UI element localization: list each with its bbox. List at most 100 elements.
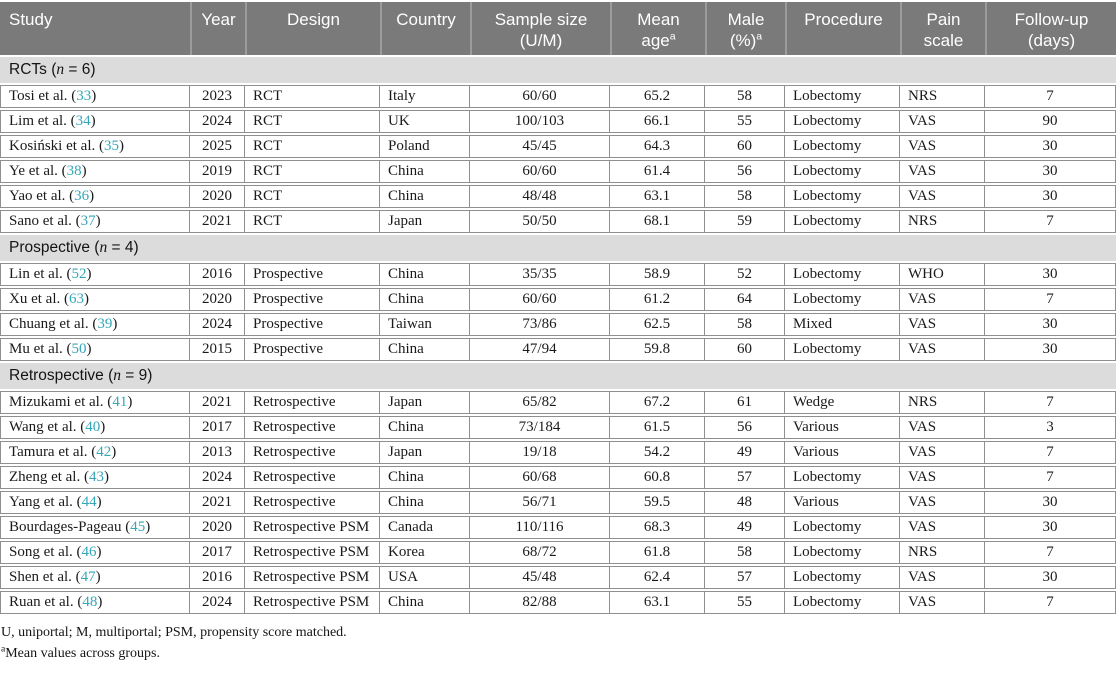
design-cell: Prospective — [245, 338, 380, 361]
follow-up-cell: 7 — [985, 466, 1116, 489]
citation-ref[interactable]: 45 — [130, 519, 146, 535]
citation-ref[interactable]: 34 — [75, 113, 91, 129]
mean-age-cell: 63.1 — [610, 185, 705, 208]
study-cell: Ruan et al. (48) — [0, 591, 190, 614]
design-cell: Retrospective — [245, 491, 380, 514]
follow-up-cell: 7 — [985, 85, 1116, 108]
mean-age-cell: 61.4 — [610, 160, 705, 183]
country-cell: Japan — [380, 391, 470, 414]
table-row: Shen et al. (47) 2016 Retrospective PSM USA… — [0, 566, 1116, 589]
table-row: Tosi et al. (33) 2023 RCT Italy 60/60 65.2 58 L… — [0, 85, 1116, 108]
study-cell: Yao et al. (36) — [0, 185, 190, 208]
design-cell: Prospective — [245, 288, 380, 311]
country-cell: Korea — [380, 541, 470, 564]
sample-size-cell: 45/45 — [470, 135, 610, 158]
citation-ref[interactable]: 43 — [88, 469, 104, 485]
study-cell: Xu et al. (63) — [0, 288, 190, 311]
citation-ref[interactable]: 40 — [85, 419, 101, 435]
study-cell: Wang et al. (40) — [0, 416, 190, 439]
citation-ref[interactable]: 50 — [71, 341, 87, 357]
study-cell: Tosi et al. (33) — [0, 85, 190, 108]
mean-age-cell: 59.8 — [610, 338, 705, 361]
mean-age-cell: 64.3 — [610, 135, 705, 158]
design-cell: Retrospective PSM — [245, 516, 380, 539]
year-cell: 2024 — [190, 110, 245, 133]
procedure-cell: Lobectomy — [785, 566, 900, 589]
year-cell: 2021 — [190, 491, 245, 514]
male-pct-cell: 55 — [705, 110, 785, 133]
male-pct-cell: 60 — [705, 338, 785, 361]
mean-age-cell: 61.2 — [610, 288, 705, 311]
mean-age-cell: 66.1 — [610, 110, 705, 133]
mean-age-cell: 68.1 — [610, 210, 705, 233]
citation-ref[interactable]: 35 — [104, 138, 119, 154]
table-row: Kosiński et al. (35) 2025 RCT Poland 45/45 64… — [0, 135, 1116, 158]
year-cell: 2024 — [190, 313, 245, 336]
citation-ref[interactable]: 42 — [96, 444, 112, 460]
pain-scale-cell: VAS — [900, 313, 985, 336]
citation-ref[interactable]: 46 — [81, 544, 97, 560]
table-row: Wang et al. (40) 2017 Retrospective China 73… — [0, 416, 1116, 439]
design-cell: RCT — [245, 210, 380, 233]
section-row: RCTs (n = 6) — [0, 57, 1116, 83]
mean-age-cell: 61.8 — [610, 541, 705, 564]
citation-ref[interactable]: 63 — [68, 291, 84, 307]
design-cell: RCT — [245, 85, 380, 108]
design-cell: Retrospective — [245, 416, 380, 439]
table-row: Bourdages-Pageau (45) 2020 Retrospective P… — [0, 516, 1116, 539]
header-row: Study Year Design Country Sample size (U/M) Me… — [0, 2, 1116, 55]
follow-up-cell: 7 — [985, 391, 1116, 414]
male-pct-cell: 49 — [705, 516, 785, 539]
year-cell: 2020 — [190, 288, 245, 311]
table-row: Yang et al. (44) 2021 Retrospective China 56… — [0, 491, 1116, 514]
citation-ref[interactable]: 38 — [66, 163, 82, 179]
citation-ref[interactable]: 41 — [112, 394, 128, 410]
table-row: Tamura et al. (42) 2013 Retrospective Japan… — [0, 441, 1116, 464]
procedure-cell: Lobectomy — [785, 110, 900, 133]
procedure-cell: Wedge — [785, 391, 900, 414]
sample-size-cell: 68/72 — [470, 541, 610, 564]
studies-table: Study Year Design Country Sample size (U/M) Me… — [0, 2, 1116, 614]
year-cell: 2023 — [190, 85, 245, 108]
follow-up-cell: 7 — [985, 591, 1116, 614]
mean-age-cell: 62.4 — [610, 566, 705, 589]
citation-ref[interactable]: 37 — [80, 213, 96, 229]
citation-ref[interactable]: 44 — [81, 494, 97, 510]
sample-size-cell: 73/86 — [470, 313, 610, 336]
male-pct-cell: 64 — [705, 288, 785, 311]
country-cell: UK — [380, 110, 470, 133]
follow-up-cell: 30 — [985, 516, 1116, 539]
year-cell: 2016 — [190, 263, 245, 286]
mean-age-cell: 67.2 — [610, 391, 705, 414]
country-cell: China — [380, 466, 470, 489]
citation-ref[interactable]: 52 — [71, 266, 87, 282]
procedure-cell: Lobectomy — [785, 135, 900, 158]
citation-ref[interactable]: 36 — [74, 188, 90, 204]
pain-scale-cell: VAS — [900, 338, 985, 361]
pain-scale-cell: VAS — [900, 466, 985, 489]
citation-ref[interactable]: 47 — [80, 569, 96, 585]
procedure-cell: Lobectomy — [785, 263, 900, 286]
pain-scale-cell: VAS — [900, 160, 985, 183]
footnotes: U, uniportal; M, multiportal; PSM, prope… — [0, 616, 1116, 664]
sample-size-cell: 60/60 — [470, 288, 610, 311]
pain-scale-cell: NRS — [900, 210, 985, 233]
follow-up-cell: 7 — [985, 210, 1116, 233]
sample-size-cell: 45/48 — [470, 566, 610, 589]
year-cell: 2025 — [190, 135, 245, 158]
mean-age-cell: 60.8 — [610, 466, 705, 489]
citation-ref[interactable]: 33 — [76, 88, 92, 104]
design-cell: RCT — [245, 135, 380, 158]
table-row: Mu et al. (50) 2015 Prospective China 47/94 5… — [0, 338, 1116, 361]
mean-age-cell: 65.2 — [610, 85, 705, 108]
country-cell: Poland — [380, 135, 470, 158]
citation-ref[interactable]: 48 — [82, 594, 98, 610]
country-cell: China — [380, 185, 470, 208]
year-cell: 2020 — [190, 516, 245, 539]
male-pct-cell: 58 — [705, 85, 785, 108]
study-cell: Lim et al. (34) — [0, 110, 190, 133]
column-header-procedure: Procedure — [785, 2, 900, 55]
citation-ref[interactable]: 39 — [97, 316, 113, 332]
section-title: Prospective (n = 4) — [0, 235, 1116, 261]
